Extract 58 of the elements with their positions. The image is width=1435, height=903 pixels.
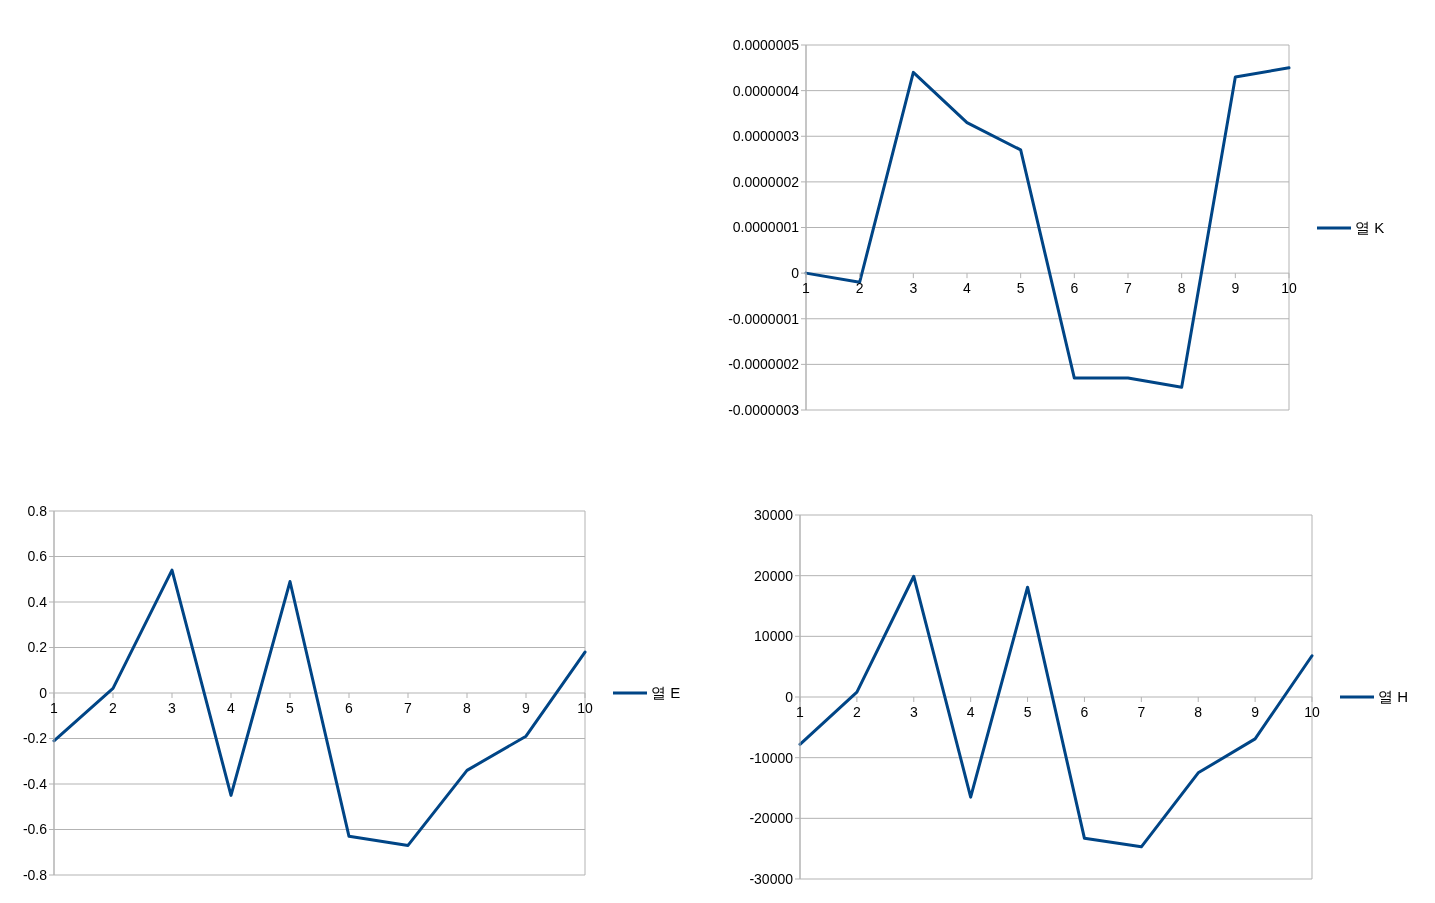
- y-tick-label: 0.0000004: [732, 82, 800, 99]
- y-tick-label: 30000: [754, 506, 794, 523]
- y-tick-label: 0.4: [27, 593, 48, 610]
- x-tick-label: 1: [50, 700, 59, 716]
- x-tick-label: 5: [286, 700, 295, 716]
- x-tick-label: 3: [168, 700, 177, 716]
- y-tick-label: -0.2: [22, 730, 48, 747]
- x-tick-label: 8: [1177, 280, 1186, 297]
- y-tick-label: 20000: [754, 567, 794, 584]
- x-tick-label: 3: [909, 280, 918, 297]
- x-tick-label: 2: [109, 700, 118, 716]
- y-tick-label: 0.0000002: [732, 173, 800, 190]
- y-tick-label: 0: [39, 684, 48, 701]
- x-tick-label: 10: [1304, 704, 1320, 720]
- y-tick-label: 10000: [754, 628, 794, 645]
- x-tick-label: 9: [1251, 704, 1260, 720]
- x-tick-label: 5: [1016, 280, 1025, 297]
- y-tick-label: 0.6: [27, 548, 48, 565]
- y-tick-label: -0.0000002: [728, 356, 800, 373]
- x-tick-label: 6: [345, 700, 354, 716]
- x-tick-label: 10: [1281, 280, 1297, 297]
- x-tick-label: 5: [1023, 704, 1032, 720]
- x-tick-label: 4: [227, 700, 236, 716]
- x-tick-label: 8: [463, 700, 472, 716]
- y-tick-label: -0.6: [22, 821, 48, 838]
- x-tick-label: 6: [1070, 280, 1079, 297]
- x-tick-label: 2: [852, 704, 861, 720]
- y-tick-label: -0.0000001: [728, 310, 800, 327]
- y-tick-label: 0.2: [27, 639, 48, 656]
- x-tick-label: 4: [966, 704, 975, 720]
- x-tick-label: 10: [577, 700, 593, 716]
- y-tick-label: 0: [785, 688, 794, 705]
- y-tick-label: -20000: [749, 810, 794, 827]
- x-tick-label: 6: [1080, 704, 1089, 720]
- x-tick-label: 9: [1231, 280, 1240, 297]
- x-tick-label: 2: [855, 280, 864, 297]
- x-tick-label: 3: [909, 704, 918, 720]
- y-tick-label: -30000: [749, 870, 794, 887]
- x-tick-label: 4: [963, 280, 972, 297]
- legend-label: 열 K: [1355, 218, 1385, 237]
- y-tick-label: 0.0000005: [732, 36, 800, 53]
- x-tick-label: 1: [796, 704, 805, 720]
- x-tick-label: 1: [802, 280, 811, 297]
- y-tick-label: 0.8: [27, 502, 48, 519]
- y-tick-label: 0.0000003: [732, 128, 800, 145]
- x-tick-label: 7: [1124, 280, 1133, 297]
- y-tick-label: 0.0000001: [732, 219, 800, 236]
- x-tick-label: 7: [404, 700, 413, 716]
- legend-label: 열 E: [651, 683, 681, 703]
- y-tick-label: -0.4: [22, 775, 48, 792]
- legend-label: 열 H: [1378, 687, 1408, 707]
- x-tick-label: 9: [522, 700, 531, 716]
- y-tick-label: -0.8: [22, 866, 48, 883]
- y-tick-label: -0.0000003: [728, 401, 800, 418]
- x-tick-label: 8: [1194, 704, 1203, 720]
- y-tick-label: 0: [791, 265, 800, 282]
- x-tick-label: 7: [1137, 704, 1146, 720]
- y-tick-label: -10000: [749, 749, 794, 766]
